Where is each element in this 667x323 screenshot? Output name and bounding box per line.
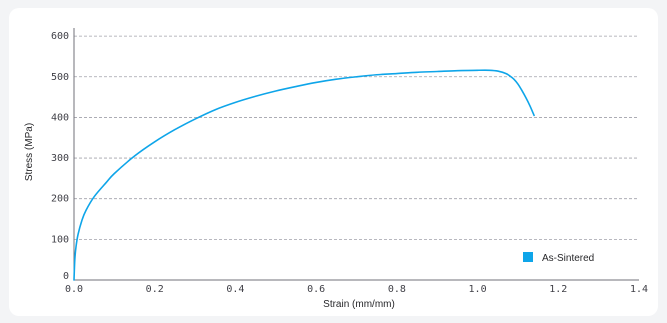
y-tick-label-500: 500: [51, 72, 69, 83]
y-tick-label-100: 100: [51, 234, 69, 245]
x-tick-label-1.2: 1.2: [549, 284, 567, 295]
y-tick-labels: 0 100 200 300 400 500 600: [51, 31, 69, 282]
y-axis-title: Stress (MPa): [24, 123, 35, 181]
y-tick-label-300: 300: [51, 153, 69, 164]
x-tick-label-0.4: 0.4: [226, 284, 244, 295]
y-tick-label-400: 400: [51, 112, 69, 123]
grid-layer: [74, 35, 639, 240]
legend: As-Sintered: [523, 252, 594, 264]
series-layer: [73, 69, 535, 281]
series-line-as-sintered: [73, 69, 535, 281]
x-tick-label-0.6: 0.6: [307, 284, 325, 295]
x-axis-title: Strain (mm/mm): [323, 299, 395, 310]
y-tick-label-200: 200: [51, 194, 69, 205]
x-tick-label-0.0: 0.0: [65, 284, 83, 295]
x-tick-label-0.2: 0.2: [146, 284, 164, 295]
x-tick-labels: 0.0 0.2 0.4 0.6 0.8 1.0 1.2 1.4: [65, 284, 648, 295]
y-tick-label-600: 600: [51, 31, 69, 42]
x-tick-label-1.4: 1.4: [630, 284, 648, 295]
legend-swatch: [523, 252, 533, 262]
axis-layer: [73, 28, 639, 281]
x-tick-label-0.8: 0.8: [388, 284, 406, 295]
x-tick-label-1.0: 1.0: [469, 284, 487, 295]
legend-label-as-sintered: As-Sintered: [542, 253, 594, 264]
chart-card: 0 100 200 300 400 500 600 0.0 0.2 0.4 0.6 0.8 1.0 1.…: [9, 8, 658, 316]
stress-strain-chart: 0 100 200 300 400 500 600 0.0 0.2 0.4 0.6 0.8 1.0 1.…: [24, 28, 648, 310]
y-tick-label-0: 0: [63, 271, 69, 282]
